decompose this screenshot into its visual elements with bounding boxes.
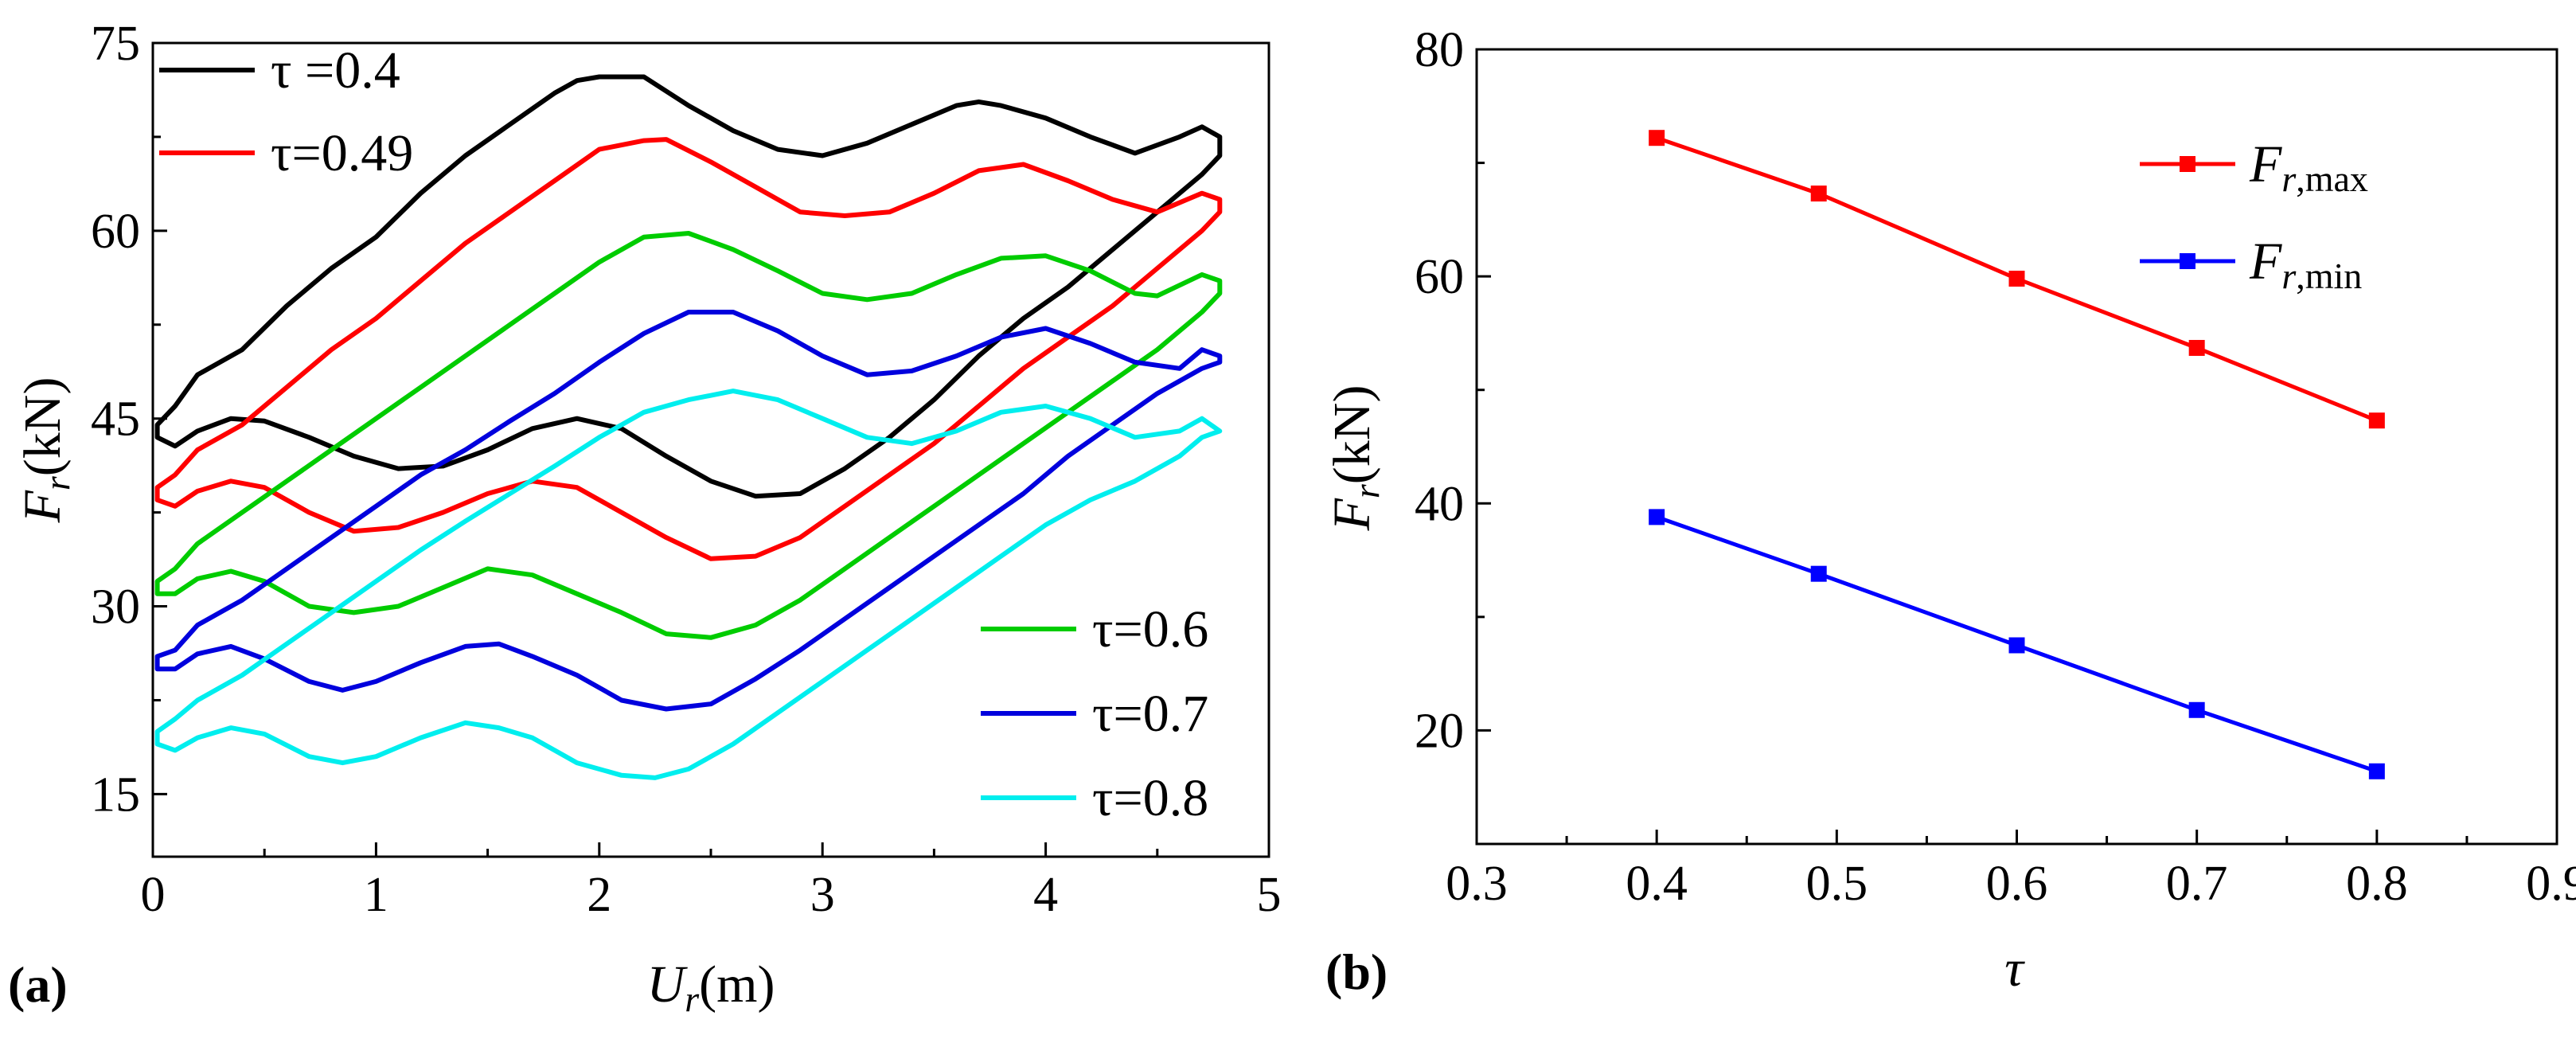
panel-a-legend-item: τ =0.4 [159, 41, 400, 100]
panel-b-y-axis-label: Fr(kN) [1323, 385, 1387, 532]
panel-b-x-tick-label: 0.3 [1446, 857, 1508, 911]
panel-a-y-tick-label: 75 [91, 17, 140, 71]
panel-b-legend-label: Fr,min [2249, 232, 2362, 296]
panel-b-legend-marker [2180, 156, 2195, 172]
panel-a-y-axis-label: Fr(kN) [14, 377, 77, 524]
panel-a-legend-label: τ=0.49 [271, 124, 413, 182]
panel-b-point-max [1649, 130, 1665, 146]
panel-b-legend-item: Fr,max [2140, 135, 2368, 199]
panel-b-x-axis: 0.3 0.4 0.5 0.6 0.7 0.8 0.9 [1446, 830, 2576, 911]
panel-a-x-tick-label: 0 [141, 868, 166, 922]
panel-b-x-tick-label: 0.5 [1806, 857, 1868, 911]
panel-b-legend: Fr,max Fr,min [2140, 135, 2368, 296]
panel-b-y-tick-label: 60 [1415, 250, 1464, 304]
panel-b-x-tick-label: 0.8 [2346, 857, 2408, 911]
panel-b-point-min [1810, 565, 1827, 582]
panel-a-label: (a) [8, 956, 68, 1013]
panel-b-y-axis: 20 40 60 80 [1415, 23, 1491, 758]
panel-a-y-tick-label: 45 [91, 393, 140, 447]
panel-b-y-tick-label: 20 [1415, 704, 1464, 758]
panel-a-legend-label: τ =0.4 [271, 41, 400, 100]
panel-b-point-min [2008, 637, 2025, 654]
panel-a-legend: τ =0.4 τ=0.49 τ=0.6 τ=0.7 τ=0.8 [159, 41, 1208, 827]
panel-b-label: (b) [1325, 943, 1388, 1000]
panel-a-x-axis: 0 1 2 3 4 5 [141, 842, 1282, 922]
panel-a-legend-item: τ=0.8 [981, 769, 1208, 827]
panel-a-x-tick-label: 5 [1257, 868, 1282, 922]
panel-a-legend-label: τ=0.7 [1092, 685, 1208, 743]
panel-b-x-axis-label: τ [2004, 939, 2025, 998]
panel-b-point-min [2188, 701, 2205, 718]
panel-a-curve-0-4 [154, 74, 1223, 499]
panel-b-point-max [2188, 339, 2205, 356]
panel-a-y-axis: 15 30 45 60 75 [91, 17, 167, 822]
panel-a-y-tick-label: 30 [91, 580, 140, 635]
panel-b-point-min [1649, 509, 1665, 525]
panel-b-series [1649, 130, 2385, 779]
panel-a-x-tick-label: 1 [364, 868, 388, 922]
panel-b-legend-item: Fr,min [2140, 232, 2362, 296]
panel-a-curve-0-49 [154, 137, 1223, 561]
panel-b-x-tick-label: 0.7 [2166, 857, 2228, 911]
panel-a-x-tick-label: 4 [1033, 868, 1058, 922]
panel-b-point-max [2008, 270, 2025, 287]
panel-b-legend-marker [2180, 253, 2195, 269]
panel-b-plot-frame [1475, 48, 2558, 846]
panel-b-legend-label: Fr,max [2249, 135, 2368, 199]
panel-b-x-tick-label: 0.9 [2526, 857, 2576, 911]
panel-a-legend-item: τ=0.7 [981, 685, 1208, 743]
panel-a-y-tick-label: 15 [91, 768, 140, 822]
panel-a-legend-item: τ=0.6 [981, 600, 1208, 658]
panel-b-x-tick-label: 0.4 [1626, 857, 1688, 911]
panel-b-x-tick-label: 0.6 [1986, 857, 2048, 911]
panel-a-curve-0-7 [154, 310, 1223, 712]
panel-a-x-axis-label: Ur(m) [647, 955, 775, 1019]
panel-a-x-tick-label: 3 [810, 868, 835, 922]
panel-a-y-tick-label: 60 [91, 205, 140, 259]
panel-b-y-tick-label: 80 [1415, 23, 1464, 77]
panel-a-curve-0-6 [154, 231, 1223, 640]
panel-b-point-min [2368, 763, 2385, 779]
panel-a-x-tick-label: 2 [587, 868, 611, 922]
panel-a-legend-label: τ=0.8 [1092, 769, 1208, 827]
panel-a-curves [154, 74, 1223, 780]
panel-b-point-max [1810, 186, 1827, 202]
panel-b-point-max [2368, 412, 2385, 429]
panel-a-legend-label: τ=0.6 [1092, 600, 1208, 658]
panel-a-legend-item: τ=0.49 [159, 124, 413, 182]
panel-a-curve-0-8 [154, 389, 1223, 780]
panel-b-y-tick-label: 40 [1415, 477, 1464, 531]
